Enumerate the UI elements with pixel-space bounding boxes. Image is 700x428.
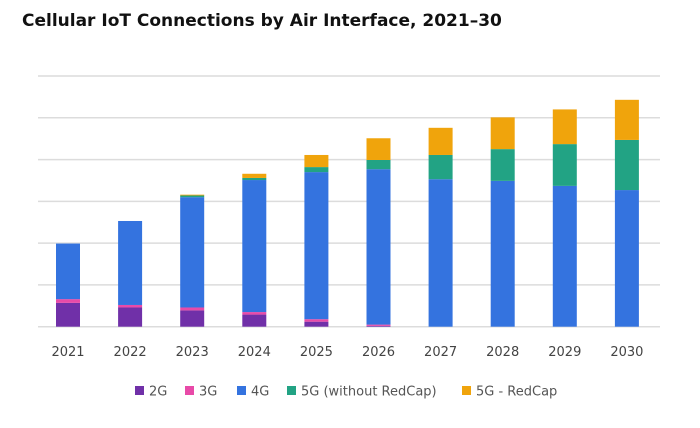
x-tick-label: 2030	[610, 345, 643, 360]
bar-segment-5g-without-redcap--2029	[552, 144, 577, 186]
x-tick-label: 2027	[424, 345, 457, 360]
bar-segment-4g-2022	[118, 220, 143, 305]
bar-segment-5g-redcap-2027	[428, 127, 453, 155]
bar-segment-4g-2021	[56, 243, 80, 300]
x-tick-label: 2028	[486, 345, 519, 360]
bar-segment-4g-2023	[180, 197, 205, 308]
bar-segment-5g-redcap-2026	[366, 138, 391, 160]
bar-segment-4g-2024	[242, 180, 267, 313]
legend-swatch	[462, 386, 471, 395]
bar-segment-4g-2030	[614, 190, 639, 327]
bar-segment-5g-without-redcap--2028	[490, 149, 515, 181]
bar-segment-4g-2026	[366, 169, 391, 325]
x-tick-label: 2026	[362, 345, 395, 360]
bar-segment-5g-without-redcap--2027	[428, 154, 453, 180]
x-tick-label: 2024	[238, 345, 271, 360]
bar-segment-5g-redcap-2023	[180, 194, 205, 196]
bar-segment-5g-without-redcap--2023	[180, 195, 205, 198]
bar-segment-5g-redcap-2025	[304, 154, 329, 168]
bar-segment-3g-2022	[118, 304, 143, 308]
legend-label: 5G (without RedCap)	[301, 385, 437, 400]
bar-segment-4g-2029	[552, 185, 577, 327]
bar-segment-2g-2025	[304, 321, 329, 327]
x-tick-label: 2021	[51, 345, 84, 360]
bar-segment-3g-2026	[366, 324, 391, 326]
chart-title: Cellular IoT Connections by Air Interfac…	[22, 11, 502, 31]
bar-segment-4g-2028	[490, 180, 515, 327]
bar-segment-3g-2025	[304, 319, 329, 322]
legend-swatch	[237, 386, 246, 395]
legend-swatch	[135, 386, 144, 395]
legend-label: 4G	[251, 385, 269, 400]
x-tick-label: 2022	[114, 345, 147, 360]
bar-segment-2g-2021	[56, 302, 80, 327]
legend-label: 3G	[199, 385, 217, 400]
bar-segment-2g-2026	[366, 325, 391, 327]
bar-segment-5g-without-redcap--2025	[304, 167, 329, 173]
bar-segment-5g-without-redcap--2030	[614, 139, 639, 191]
bar-segment-5g-without-redcap--2026	[366, 159, 391, 170]
legend-label: 5G - RedCap	[476, 385, 557, 400]
bar-segment-2g-2024	[242, 314, 267, 327]
bar-segment-3g-2023	[180, 307, 205, 311]
x-tick-label: 2023	[176, 345, 209, 360]
bar-segment-5g-redcap-2029	[552, 109, 577, 145]
bar-segment-2g-2022	[118, 307, 143, 327]
legend-label: 2G	[149, 385, 167, 400]
bar-segment-4g-2025	[304, 172, 329, 320]
bar-segment-5g-redcap-2024	[242, 173, 267, 178]
bar-segment-5g-without-redcap--2024	[242, 177, 267, 181]
x-tick-label: 2029	[548, 345, 581, 360]
bar-segment-5g-redcap-2030	[614, 99, 639, 140]
bar-segment-5g-redcap-2028	[490, 117, 515, 150]
bar-segment-4g-2027	[428, 179, 453, 327]
bar-segment-3g-2024	[242, 312, 267, 315]
x-tick-label: 2025	[300, 345, 333, 360]
bar-segment-2g-2023	[180, 310, 205, 327]
legend-swatch	[185, 386, 194, 395]
legend-swatch	[287, 386, 296, 395]
bar-segment-3g-2021	[56, 299, 80, 303]
